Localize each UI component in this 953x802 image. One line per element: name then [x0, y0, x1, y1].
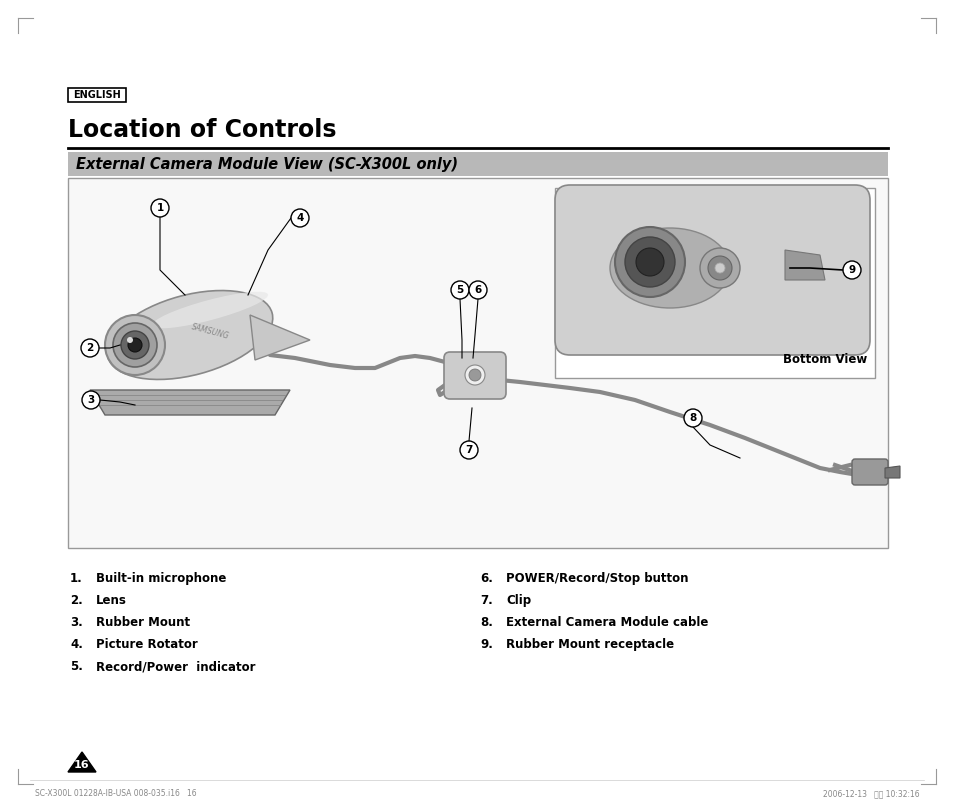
Text: Bottom View: Bottom View: [781, 353, 866, 366]
Circle shape: [82, 391, 100, 409]
Text: ENGLISH: ENGLISH: [73, 90, 121, 100]
Polygon shape: [784, 250, 824, 280]
Text: 2006-12-13   오전 10:32:16: 2006-12-13 오전 10:32:16: [822, 789, 919, 798]
Text: Clip: Clip: [505, 594, 531, 607]
FancyBboxPatch shape: [555, 185, 869, 355]
Text: 5: 5: [456, 285, 463, 295]
FancyBboxPatch shape: [443, 352, 505, 399]
Polygon shape: [68, 752, 96, 772]
Text: 6: 6: [474, 285, 481, 295]
Circle shape: [112, 323, 157, 367]
Circle shape: [636, 248, 663, 276]
Text: 7: 7: [465, 445, 472, 455]
Bar: [68, 152, 887, 176]
Text: Rubber Mount: Rubber Mount: [96, 616, 190, 629]
Text: Location of Controls: Location of Controls: [68, 118, 336, 142]
Circle shape: [714, 263, 724, 273]
Ellipse shape: [107, 290, 273, 379]
Ellipse shape: [609, 228, 729, 308]
Text: 2: 2: [87, 343, 93, 353]
Circle shape: [121, 331, 149, 359]
Bar: [555, 188, 874, 378]
Text: 7.: 7.: [479, 594, 493, 607]
Circle shape: [683, 409, 701, 427]
Circle shape: [624, 237, 675, 287]
Text: 3.: 3.: [70, 616, 83, 629]
Circle shape: [81, 339, 99, 357]
Circle shape: [842, 261, 861, 279]
Circle shape: [127, 337, 132, 343]
Text: External Camera Module View (SC-X300L only): External Camera Module View (SC-X300L on…: [76, 156, 457, 172]
Polygon shape: [250, 315, 310, 360]
Circle shape: [151, 199, 169, 217]
Text: 8: 8: [689, 413, 696, 423]
Text: 4.: 4.: [70, 638, 83, 651]
Text: 9.: 9.: [479, 638, 493, 651]
Polygon shape: [884, 466, 899, 478]
Circle shape: [700, 248, 740, 288]
Circle shape: [451, 281, 469, 299]
Text: SC-X300L 01228A-IB-USA 008-035.i16   16: SC-X300L 01228A-IB-USA 008-035.i16 16: [35, 789, 196, 798]
Text: 9: 9: [847, 265, 855, 275]
Text: Built-in microphone: Built-in microphone: [96, 572, 226, 585]
Text: Picture Rotator: Picture Rotator: [96, 638, 197, 651]
Text: 5.: 5.: [70, 660, 83, 673]
Text: 6.: 6.: [479, 572, 493, 585]
Polygon shape: [90, 390, 290, 415]
Circle shape: [469, 369, 480, 381]
Text: Record/Power  indicator: Record/Power indicator: [96, 660, 255, 673]
Text: Lens: Lens: [96, 594, 127, 607]
Bar: [68, 88, 126, 102]
Text: 1: 1: [156, 203, 164, 213]
Text: External Camera Module cable: External Camera Module cable: [505, 616, 708, 629]
Circle shape: [469, 281, 486, 299]
Ellipse shape: [152, 292, 268, 328]
Circle shape: [128, 338, 142, 352]
Circle shape: [464, 365, 484, 385]
Text: POWER/Record∕Stop button: POWER/Record∕Stop button: [505, 572, 688, 585]
FancyBboxPatch shape: [851, 459, 887, 485]
Text: SAMSUNG: SAMSUNG: [190, 322, 230, 342]
Text: 4: 4: [296, 213, 303, 223]
Text: 16: 16: [74, 760, 90, 770]
Text: 3: 3: [88, 395, 94, 405]
Text: Rubber Mount receptacle: Rubber Mount receptacle: [505, 638, 674, 651]
Bar: [68, 178, 887, 548]
Circle shape: [615, 227, 684, 297]
Text: 2.: 2.: [70, 594, 83, 607]
Circle shape: [707, 256, 731, 280]
Text: 8.: 8.: [479, 616, 493, 629]
Circle shape: [459, 441, 477, 459]
Circle shape: [291, 209, 309, 227]
Text: 1.: 1.: [70, 572, 83, 585]
Circle shape: [105, 315, 165, 375]
